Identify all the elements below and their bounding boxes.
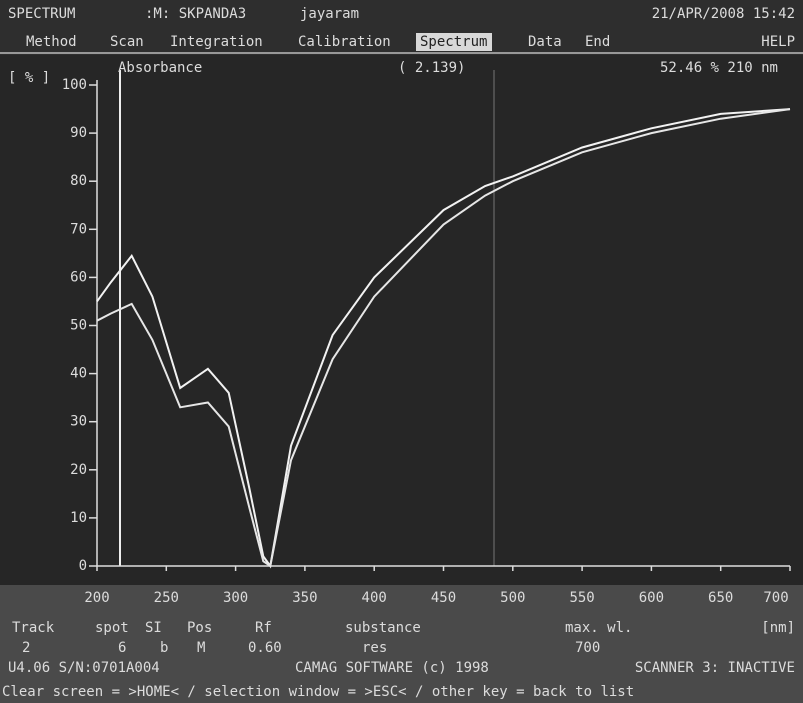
- menu-item[interactable]: End: [585, 34, 610, 50]
- app-name: SPECTRUM: [8, 6, 75, 22]
- table-header: [nm]: [761, 620, 795, 636]
- datetime: 21/APR/2008 15:42: [652, 6, 795, 22]
- table-header: max. wl.: [565, 620, 632, 636]
- y-tick-label: 80: [70, 173, 87, 189]
- table-header: spot: [95, 620, 129, 636]
- menu-item[interactable]: Data: [528, 34, 562, 50]
- menu-item[interactable]: Spectrum: [420, 34, 487, 50]
- table-value: res: [362, 640, 387, 656]
- table-value: 2: [22, 640, 30, 656]
- table-header: SI: [145, 620, 162, 636]
- x-tick-label: 200: [84, 590, 109, 606]
- user: jayaram: [300, 6, 359, 22]
- y-axis-label: [ % ]: [8, 70, 50, 86]
- y-tick-label: 60: [70, 269, 87, 285]
- table-header: Rf: [255, 620, 272, 636]
- key-hint: Clear screen = >HOME< / selection window…: [2, 684, 634, 700]
- chart-title: Absorbance: [118, 60, 202, 76]
- x-tick-label: 350: [292, 590, 317, 606]
- y-tick-label: 40: [70, 366, 87, 382]
- copyright: CAMAG SOFTWARE (c) 1998: [295, 660, 489, 676]
- table-value: 6: [118, 640, 126, 656]
- table-value: 0.60: [248, 640, 282, 656]
- table-value: 700: [575, 640, 600, 656]
- table-header: Track: [12, 620, 55, 636]
- table-value: b: [160, 640, 168, 656]
- screen: SPECTRUM :M: SKPANDA3 jayaram 21/APR/200…: [0, 0, 803, 703]
- y-tick-label: 50: [70, 318, 87, 334]
- menu-item[interactable]: Scan: [110, 34, 144, 50]
- menu-item[interactable]: Calibration: [298, 34, 391, 50]
- x-tick-label: 500: [500, 590, 525, 606]
- page: SPECTRUM :M: SKPANDA3 jayaram 21/APR/200…: [0, 0, 803, 703]
- y-tick-label: 30: [70, 414, 87, 430]
- version: U4.06 S/N:0701A004: [8, 660, 160, 676]
- x-tick-label: 450: [431, 590, 456, 606]
- y-tick-label: 0: [79, 558, 87, 574]
- y-tick-label: 10: [70, 510, 87, 526]
- scanner-status: SCANNER 3: INACTIVE: [635, 660, 795, 676]
- readout: ( 2.139): [398, 60, 465, 76]
- table-header: substance: [345, 620, 421, 636]
- table-header: Pos: [187, 620, 212, 636]
- x-tick-label: 700: [763, 590, 788, 606]
- cursor-readout: 52.46 % 210 nm: [660, 60, 778, 76]
- method: :M: SKPANDA3: [145, 6, 246, 22]
- y-tick-label: 100: [62, 77, 87, 93]
- y-tick-label: 20: [70, 462, 87, 478]
- x-tick-label: 250: [154, 590, 179, 606]
- y-tick-label: 90: [70, 125, 87, 141]
- menu-item[interactable]: Integration: [170, 34, 263, 50]
- x-tick-label: 400: [362, 590, 387, 606]
- x-tick-label: 650: [708, 590, 733, 606]
- menu-item[interactable]: Method: [26, 34, 77, 50]
- help[interactable]: HELP: [761, 34, 795, 50]
- table-value: M: [197, 640, 205, 656]
- x-tick-label: 550: [569, 590, 594, 606]
- x-tick-label: 300: [223, 590, 248, 606]
- y-tick-label: 70: [70, 221, 87, 237]
- x-tick-label: 600: [639, 590, 664, 606]
